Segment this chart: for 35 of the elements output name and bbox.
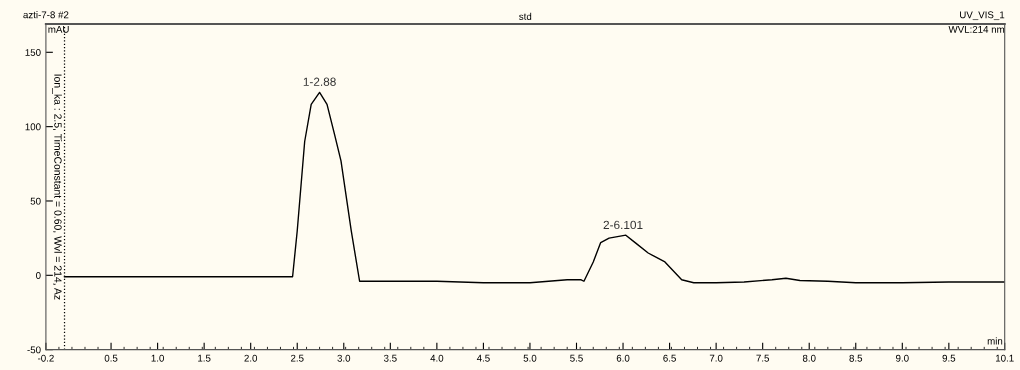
x-tick-label: 8.5 (849, 354, 863, 362)
annotation: WVL:214 nm (948, 25, 1005, 33)
x-tick-label: 9.0 (896, 354, 909, 362)
x-tick-label: 9.5 (942, 354, 956, 362)
x-tick-label: -0.2 (37, 354, 54, 362)
x-tick-label: 3.0 (337, 354, 351, 362)
x-axis-title: min (987, 337, 1003, 345)
x-tick-label: 2.5 (290, 354, 304, 362)
x-tick-label: 0.5 (104, 354, 118, 362)
y-tick-label: 0 (36, 272, 41, 279)
x-tick-label: 6.5 (663, 354, 676, 362)
annotation: 2-6.101 (603, 220, 643, 230)
text: UV_VIS_1 (960, 11, 1005, 21)
annotation: Ion_ka : 2.5, TimeConstant = 0.60, Wvl = 214, Az (52, 74, 62, 300)
y-axis-title: mAU (48, 26, 69, 33)
x-tick-label: 5.5 (570, 354, 583, 362)
x-tick-label: 8.0 (802, 354, 816, 362)
chart-subtitle: azti-7-8 #2 (23, 11, 69, 19)
x-tick-label: 4.0 (430, 354, 444, 362)
x-tick-label: 2.0 (244, 354, 258, 362)
x-tick-label: 4.5 (476, 354, 490, 362)
x-tick-label: 1.5 (198, 354, 211, 362)
y-tick-label: 150 (25, 49, 41, 56)
chart-title: std (519, 12, 532, 20)
y-tick-label: -50 (27, 346, 41, 354)
x-tick-label: 6.0 (616, 354, 630, 362)
y-tick-label: 100 (25, 123, 41, 131)
x-tick-label: 10.1 (995, 354, 1014, 362)
x-tick-label: 3.5 (383, 354, 397, 362)
x-tick-label: 5.0 (523, 354, 537, 362)
annotation: 1-2.88 (303, 77, 336, 86)
x-tick-label: 7.5 (756, 354, 770, 362)
x-tick-label: 1.0 (151, 354, 164, 362)
y-tick-label: 50 (30, 197, 41, 205)
x-tick-label: 7.0 (709, 354, 723, 362)
